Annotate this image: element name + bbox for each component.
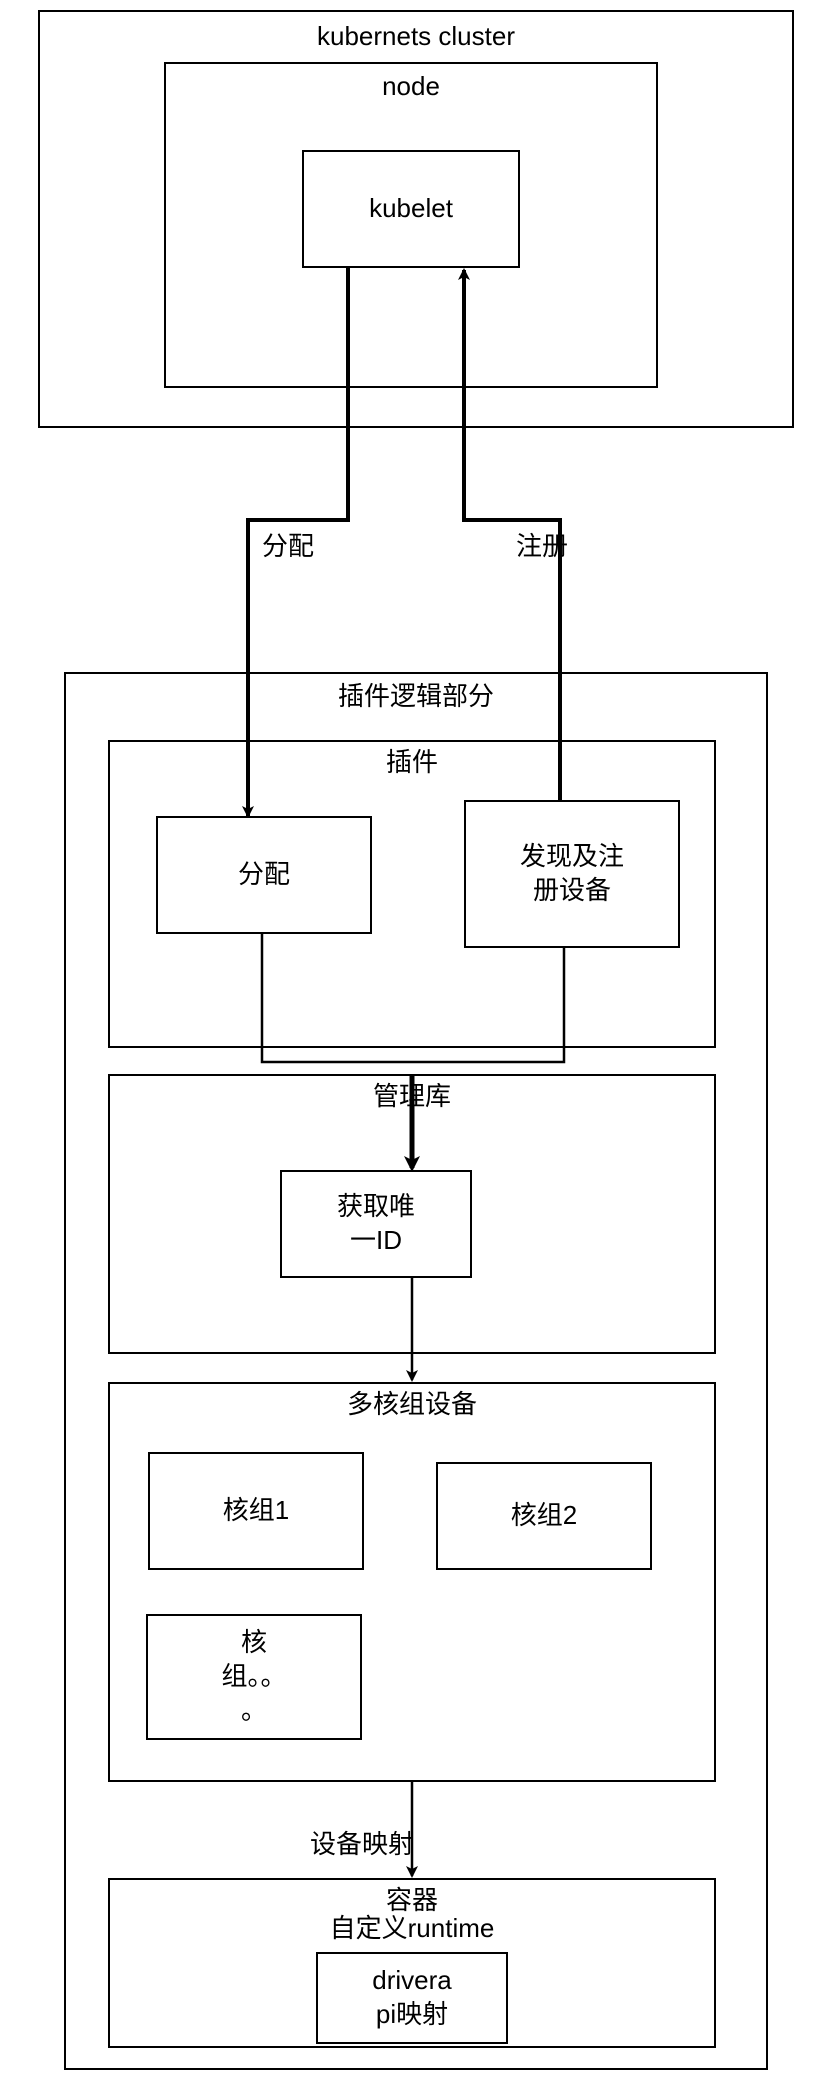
node-title: node: [166, 70, 656, 104]
kubelet-box: kubelet: [302, 150, 520, 268]
core2-label: 核组2: [511, 1499, 577, 1533]
plugin-title: 插件: [110, 746, 714, 780]
core2-box: 核组2: [436, 1462, 652, 1570]
multi-title: 多核组设备: [110, 1388, 714, 1422]
edge-reg-label: 注册: [516, 530, 568, 564]
edge-alloc-label: 分配: [262, 530, 314, 564]
alloc-box: 分配: [156, 816, 372, 934]
core1-box: 核组1: [148, 1452, 364, 1570]
core1-label: 核组1: [223, 1494, 289, 1528]
edge-map-label: 设备映射: [310, 1828, 414, 1862]
cluster-title: kubernets cluster: [40, 20, 792, 54]
kubelet-label: kubelet: [369, 192, 453, 226]
mgmt-title: 管理库: [110, 1080, 714, 1114]
coren-box: 核 组。。 。: [146, 1614, 362, 1740]
alloc-label: 分配: [238, 858, 290, 892]
getid-label: 获取唯 一ID: [337, 1190, 415, 1258]
discover-label: 发现及注 册设备: [520, 840, 624, 908]
logic-title: 插件逻辑部分: [66, 680, 766, 714]
driver-label: drivera pi映射: [372, 1964, 451, 2032]
getid-box: 获取唯 一ID: [280, 1170, 472, 1278]
coren-label: 核 组。。 。: [221, 1626, 286, 1727]
driver-box: drivera pi映射: [316, 1952, 508, 2044]
runtime-label: 自定义runtime: [108, 1912, 716, 1946]
discover-box: 发现及注 册设备: [464, 800, 680, 948]
